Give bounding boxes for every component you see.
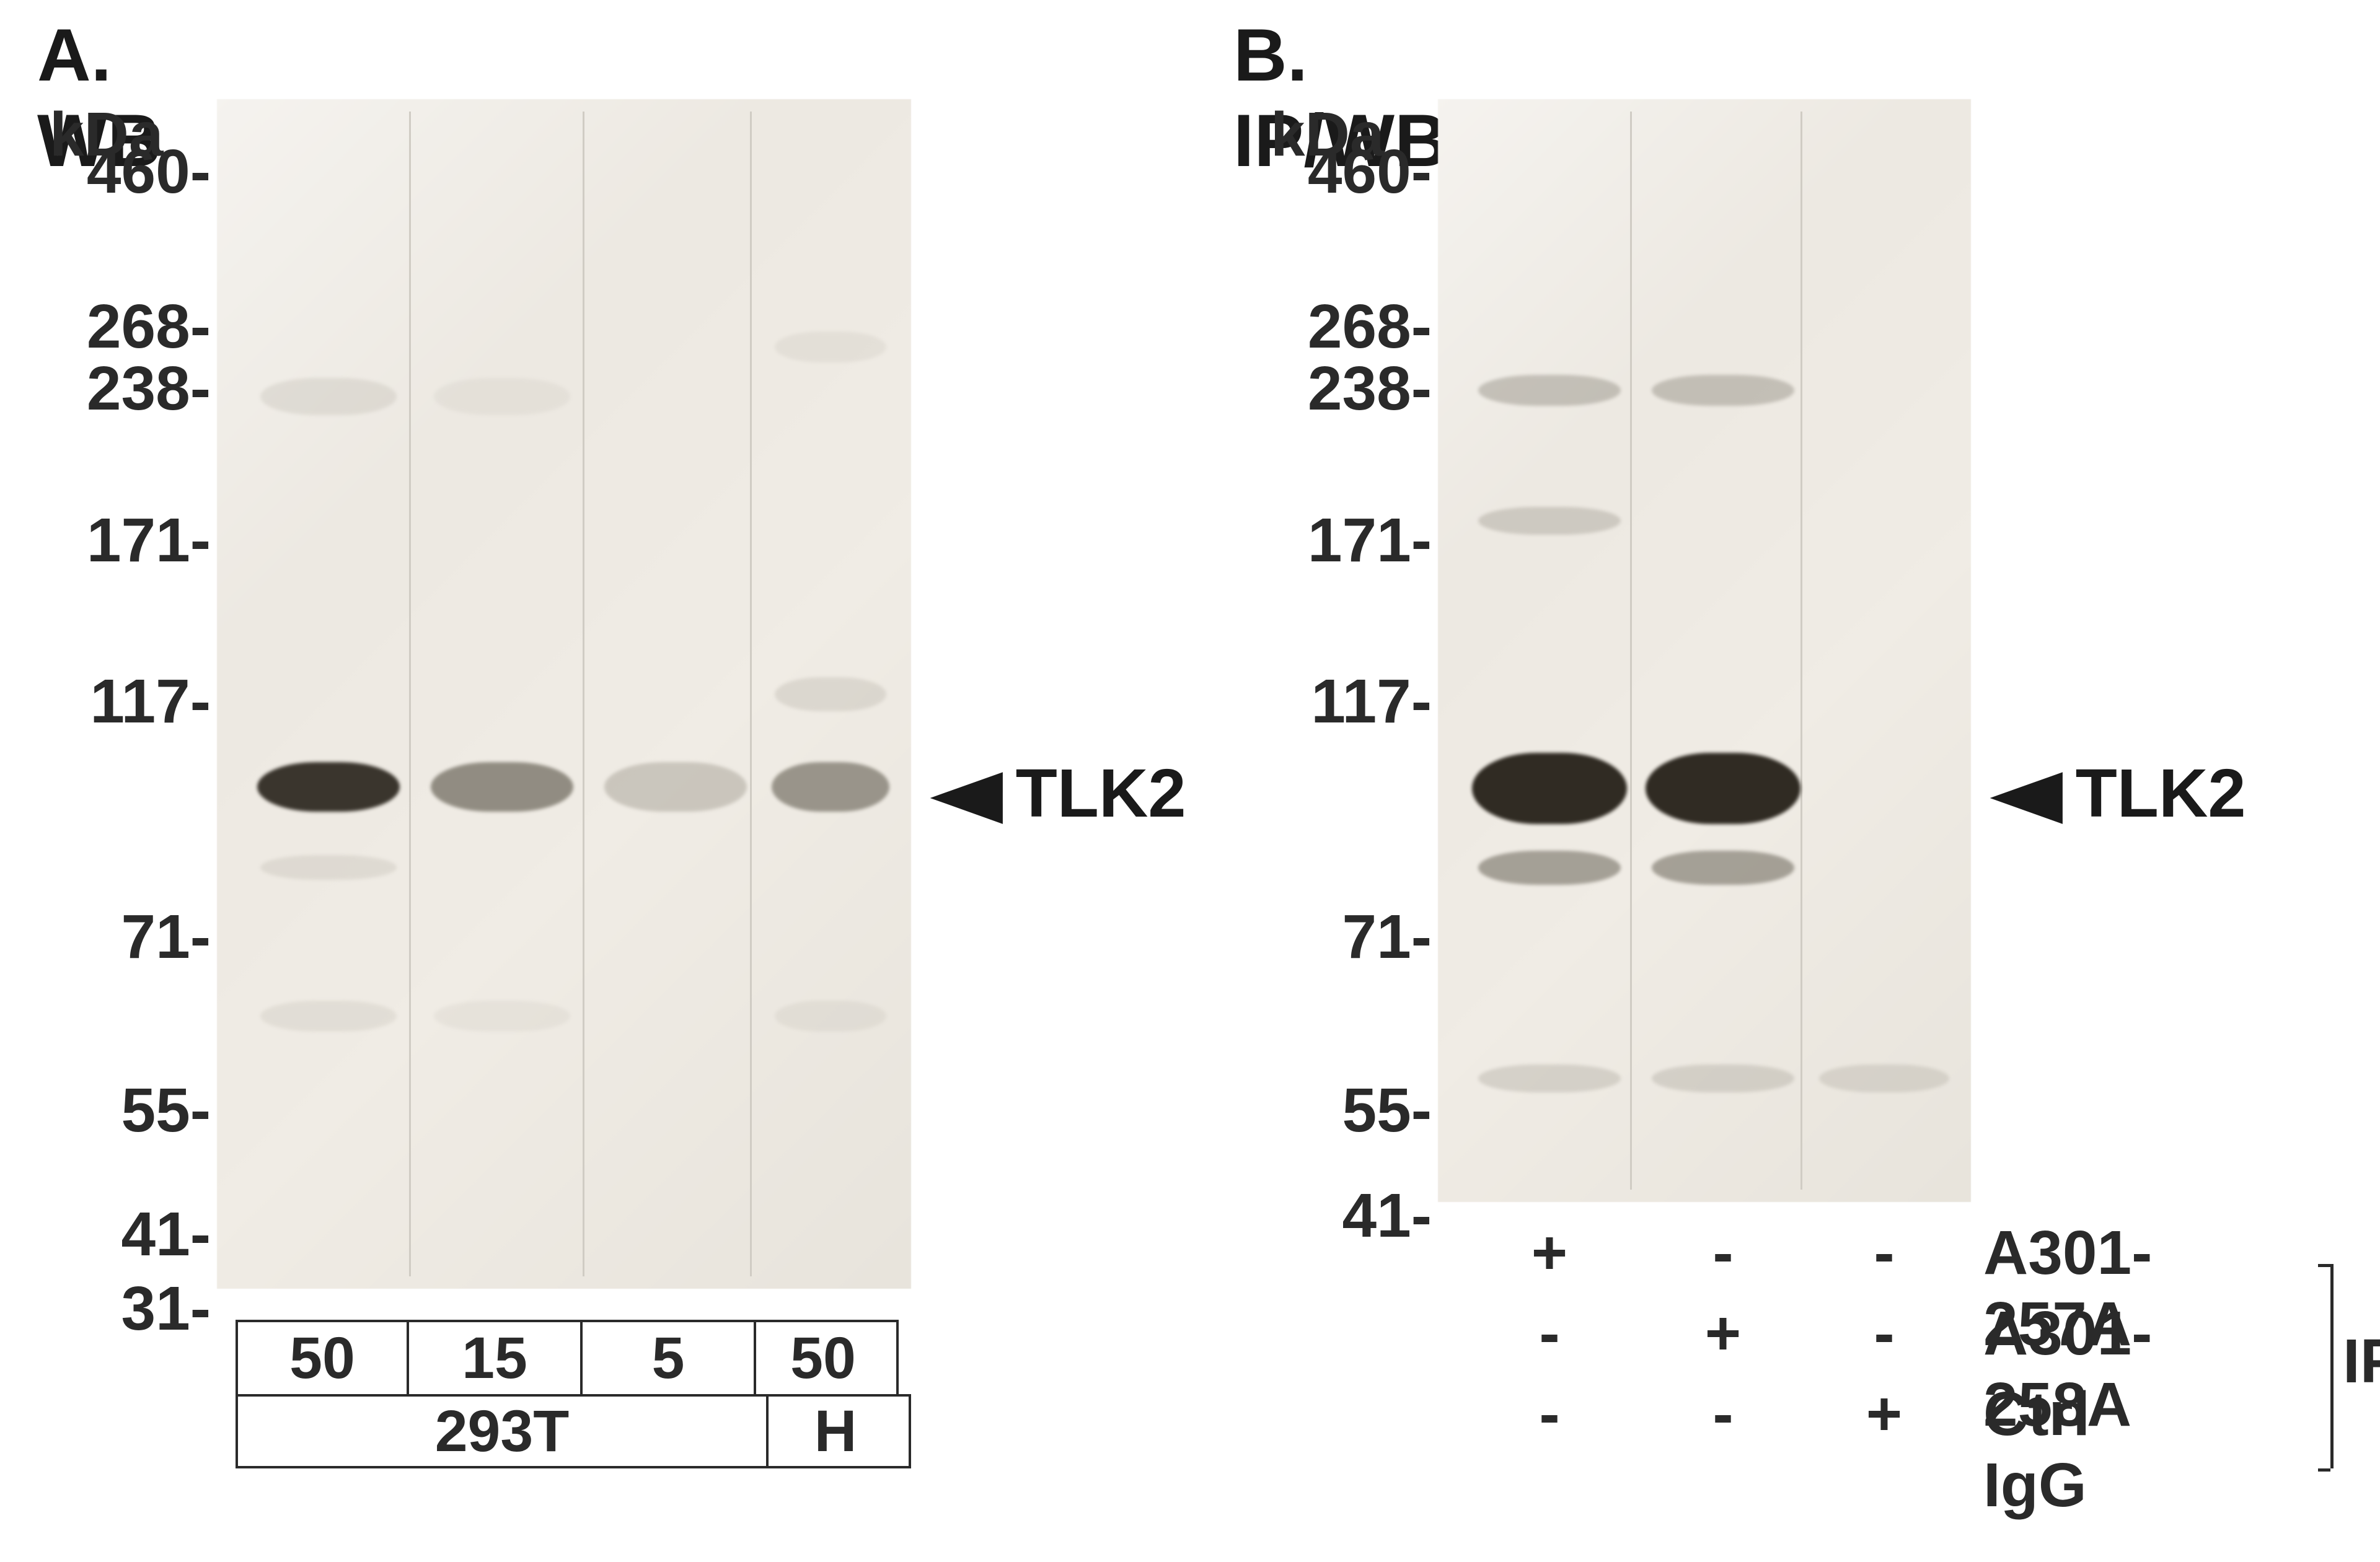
tlk2-band bbox=[772, 762, 889, 812]
lane-divider bbox=[409, 112, 411, 1276]
background-band bbox=[260, 855, 397, 880]
panel-b-target-arrow: ◄ TLK2 bbox=[1983, 750, 2246, 836]
lane-load-label: 5 bbox=[583, 1320, 756, 1394]
mw-marker-label: 238- bbox=[37, 353, 211, 424]
plus-mark: + bbox=[1469, 1218, 1630, 1289]
lane-load-label: 15 bbox=[409, 1320, 583, 1394]
background-band bbox=[1652, 375, 1794, 406]
mw-marker-label: 460- bbox=[1252, 136, 1432, 208]
lane-divider bbox=[1630, 112, 1632, 1190]
mw-marker-label: 268- bbox=[37, 291, 211, 362]
ip-bracket-line bbox=[2330, 1264, 2334, 1468]
mw-marker-label: 31- bbox=[37, 1273, 211, 1345]
lane-divider bbox=[583, 112, 584, 1276]
background-band bbox=[260, 378, 397, 415]
background-band bbox=[1478, 507, 1621, 535]
background-band bbox=[1478, 375, 1621, 406]
mw-marker-label: 41- bbox=[37, 1199, 211, 1270]
background-band bbox=[1652, 851, 1794, 885]
mw-marker-label: 71- bbox=[37, 902, 211, 973]
ip-bracket-top bbox=[2318, 1264, 2330, 1267]
sample-label-h: H bbox=[762, 1394, 911, 1468]
mw-marker-label: 117- bbox=[37, 666, 211, 737]
sample-label-293t: 293T bbox=[236, 1394, 769, 1468]
lane-divider bbox=[750, 112, 752, 1276]
background-band bbox=[775, 677, 886, 711]
background-band bbox=[434, 1001, 570, 1032]
minus-mark: - bbox=[1642, 1218, 1804, 1289]
background-band bbox=[775, 1001, 886, 1032]
mw-marker-label: 238- bbox=[1252, 353, 1432, 424]
ip-group-label: IP bbox=[2343, 1326, 2380, 1397]
tlk2-band bbox=[431, 762, 573, 812]
mw-marker-label: 55- bbox=[37, 1075, 211, 1146]
background-band bbox=[1478, 851, 1621, 885]
tlk2-band bbox=[1472, 753, 1627, 824]
panel-a-target-text: TLK2 bbox=[1016, 754, 1186, 833]
plus-mark: + bbox=[1642, 1298, 1804, 1369]
mw-marker-label: 71- bbox=[1252, 902, 1432, 973]
minus-mark: - bbox=[1810, 1298, 1959, 1369]
mw-marker-label: 55- bbox=[1252, 1075, 1432, 1146]
tlk2-band bbox=[1646, 753, 1800, 824]
tlk2-band bbox=[257, 762, 400, 812]
ip-bracket-bot bbox=[2318, 1468, 2330, 1472]
background-band bbox=[1819, 1064, 1949, 1092]
ip-antibody-label: Ctrl IgG bbox=[1983, 1379, 2090, 1521]
minus-mark: - bbox=[1469, 1298, 1630, 1369]
background-band bbox=[1652, 1064, 1794, 1092]
mw-marker-label: 460- bbox=[37, 136, 211, 208]
background-band bbox=[260, 1001, 397, 1032]
minus-mark: - bbox=[1810, 1218, 1959, 1289]
lane-load-label: 50 bbox=[236, 1320, 409, 1394]
mw-marker-label: 268- bbox=[1252, 291, 1432, 362]
panel-b-target-text: TLK2 bbox=[2076, 754, 2246, 833]
tlk2-band bbox=[604, 762, 747, 812]
panel-a-target-arrow: ◄ TLK2 bbox=[923, 750, 1186, 836]
lane-divider bbox=[1800, 112, 1802, 1190]
arrow-left-icon: ◄ bbox=[906, 750, 1026, 836]
mw-marker-label: 171- bbox=[37, 505, 211, 576]
mw-marker-label: 117- bbox=[1252, 666, 1432, 737]
mw-marker-label: 171- bbox=[1252, 505, 1432, 576]
panel-b-blot bbox=[1438, 99, 1971, 1202]
background-band bbox=[434, 378, 570, 415]
background-band bbox=[1478, 1064, 1621, 1092]
background-band bbox=[775, 331, 886, 362]
mw-marker-label: 41- bbox=[1252, 1180, 1432, 1252]
plus-mark: + bbox=[1810, 1379, 1959, 1450]
lane-load-label: 50 bbox=[750, 1320, 899, 1394]
arrow-left-icon: ◄ bbox=[1966, 750, 2086, 836]
minus-mark: - bbox=[1642, 1379, 1804, 1450]
minus-mark: - bbox=[1469, 1379, 1630, 1450]
